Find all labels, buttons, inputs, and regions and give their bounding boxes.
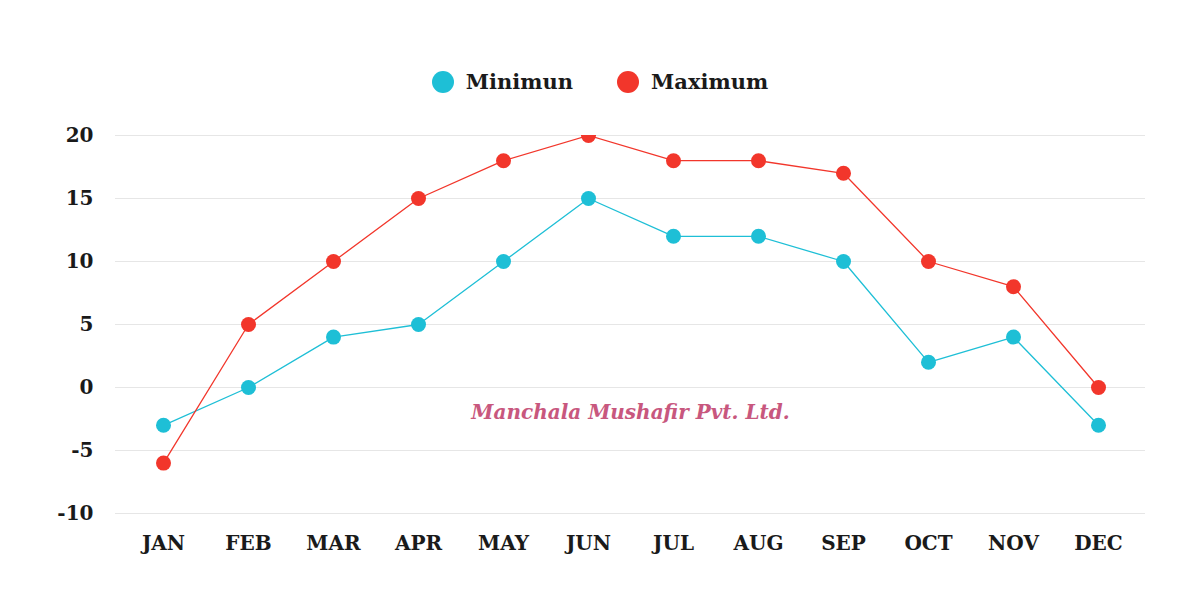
html-text:Minimun: Minimun [465, 69, 574, 94]
svg-text:JUL: JUL [651, 531, 694, 555]
svg-text:NOV: NOV [988, 531, 1039, 555]
svg-text:-10: -10 [57, 501, 93, 525]
svg-text:JAN: JAN [140, 531, 185, 555]
svg-text:Manchala Mushafir Pvt. Ltd.: Manchala Mushafir Pvt. Ltd. [470, 400, 789, 424]
svg-text:-5: -5 [71, 438, 93, 462]
svg-text:DEC: DEC [1074, 531, 1123, 555]
svg-text:SEP: SEP [821, 531, 866, 555]
svg-text:15: 15 [66, 186, 94, 210]
html-text:Maximum: Maximum [651, 69, 769, 94]
svg-text:OCT: OCT [904, 531, 952, 555]
svg-text:0: 0 [80, 375, 94, 399]
svg-text:JUN: JUN [564, 531, 611, 555]
svg-text:10: 10 [66, 249, 94, 273]
svg-text:MAY: MAY [478, 531, 530, 555]
svg-text:FEB: FEB [225, 531, 271, 555]
svg-text:APR: APR [394, 531, 443, 555]
svg-text:5: 5 [80, 312, 94, 336]
svg-text:20: 20 [66, 123, 94, 147]
svg-text:MAR: MAR [306, 531, 361, 555]
svg-text:AUG: AUG [732, 531, 783, 555]
